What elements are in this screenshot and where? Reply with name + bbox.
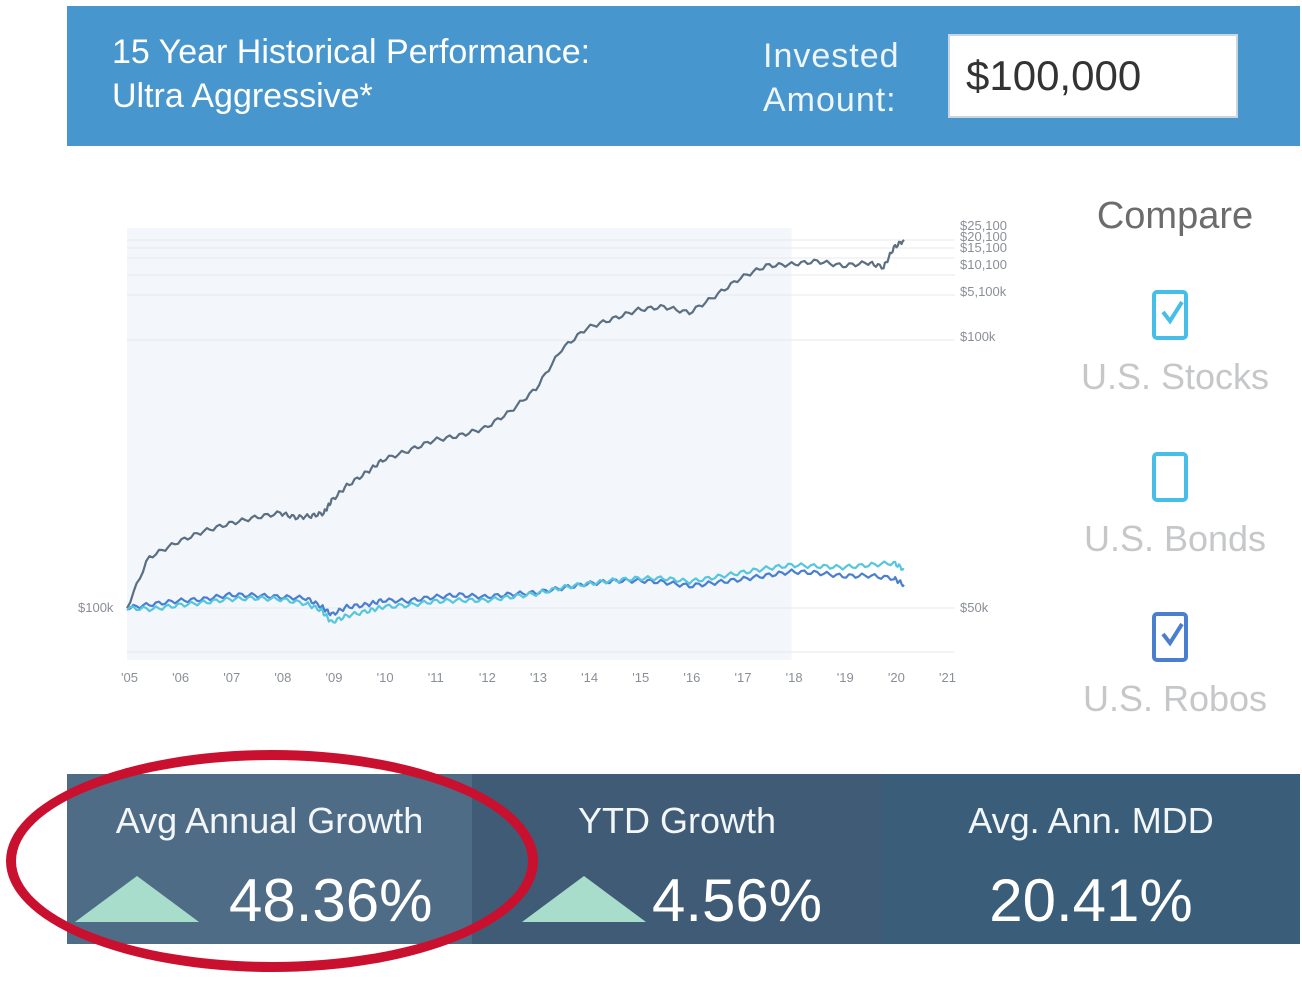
right-tick-label: $50k [960,600,989,615]
left-tick-label: $100k [78,600,114,615]
series-line [126,239,905,609]
compare-us-bonds[interactable]: U.S. Bonds [1080,452,1270,592]
series-line [126,568,905,617]
invested-amount-input[interactable] [950,36,1236,116]
right-tick-label: $10,100 [960,257,1007,272]
right-tick-label: $25,100 [960,218,1007,233]
x-tick-label: '08 [274,670,291,685]
right-tick-label: $100k [960,329,996,344]
avg-ann-mdd-value: 20.41% [989,867,1193,934]
ytd-growth-panel: YTD Growth 4.56% [472,774,882,944]
x-tick-label: '18 [786,670,803,685]
us-bonds-label: U.S. Bonds [1083,518,1267,559]
x-tick-label: '06 [172,670,189,685]
ytd-growth-value: 4.56% [652,867,823,934]
invested-label-line1: Invested [763,37,900,75]
x-tick-label: '15 [632,670,649,685]
stats-bar: Avg Annual Growth 48.36% YTD Growth 4.56… [67,774,1300,944]
x-tick-label: '09 [326,670,343,685]
compare-us-stocks[interactable]: U.S. Stocks [1080,290,1270,430]
x-tick-label: '14 [581,670,598,685]
compare-panel: Compare U.S. Stocks U.S. Bonds U.S. Robo… [1080,190,1270,730]
x-tick-label: '13 [530,670,547,685]
x-tick-label: '05 [121,670,138,685]
performance-chart-svg: $25,100$20,100$15,100 $10,100 $5,100k $100k… [78,218,1007,685]
us-bonds-checkbox[interactable] [1152,452,1188,502]
up-arrow-icon [75,876,199,922]
ytd-growth-label: YTD Growth [577,800,777,841]
header-bar: 15 Year Historical Performance: Ultra Ag… [67,6,1300,146]
avg-annual-growth-label: Avg Annual Growth [115,800,424,841]
x-tick-label: '20 [888,670,905,685]
check-icon [1161,300,1184,325]
series-line [126,560,905,624]
us-stocks-label: U.S. Stocks [1080,356,1270,397]
page-title: 15 Year Historical Performance: Ultra Ag… [112,30,590,118]
page-title-line1: 15 Year Historical Performance: [112,33,591,71]
avg-annual-growth-panel: Avg Annual Growth 48.36% [67,774,472,944]
check-icon [1161,622,1184,647]
avg-ann-mdd-label: Avg. Ann. MDD [968,800,1214,841]
right-tick-label: $20,100 [960,229,1007,244]
page-title-line2: Ultra Aggressive* [112,77,373,115]
invested-label-line2: Amount: [763,81,897,119]
x-tick-label: '10 [377,670,394,685]
compare-title: Compare [1096,195,1254,237]
invested-amount-label: Invested Amount: [763,34,900,122]
us-stocks-checkbox[interactable] [1152,290,1188,340]
x-tick-label: '16 [683,670,700,685]
x-tick-label: '11 [428,670,444,685]
right-tick-label: $5,100k [960,284,1007,299]
performance-chart: $25,100 $20,100 $15,100 $10,100 $5,100k $100k… [70,200,1030,700]
us-robos-checkbox[interactable] [1152,612,1188,662]
up-arrow-icon [522,876,646,922]
x-tick-label: '21 [939,670,956,685]
x-tick-label: '07 [223,670,240,685]
chart-shaded-region [127,228,792,660]
x-tick-label: '17 [735,670,752,685]
right-tick-label: $15,100 [960,240,1007,255]
x-tick-label: '12 [479,670,496,685]
us-robos-label: U.S. Robos [1082,678,1268,719]
compare-us-robos[interactable]: U.S. Robos [1080,612,1270,752]
avg-annual-growth-value: 48.36% [229,867,433,934]
avg-ann-mdd-panel: Avg. Ann. MDD 20.41% [882,774,1300,944]
invested-amount-field[interactable] [948,34,1238,118]
x-tick-label: '19 [837,670,854,685]
